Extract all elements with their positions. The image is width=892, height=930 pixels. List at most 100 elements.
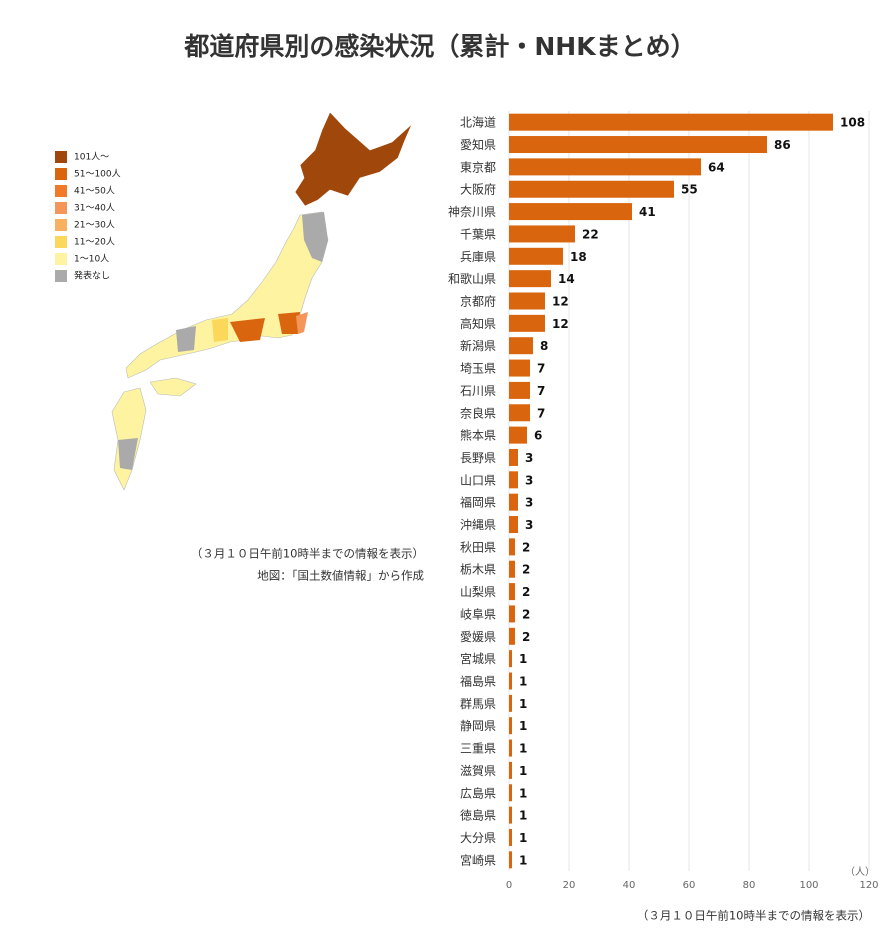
legend-label: 1～10人 [74, 254, 109, 265]
value-label: 1 [519, 742, 527, 756]
value-label: 86 [774, 138, 791, 152]
value-label: 22 [582, 227, 599, 241]
chart-title: 都道府県別の感染状況（累計・NHKまとめ） [183, 32, 695, 61]
value-label: 8 [540, 339, 548, 353]
value-label: 12 [552, 317, 569, 331]
y-tick-label: 東京都 [460, 160, 496, 174]
y-tick-label: 和歌山県 [448, 271, 496, 286]
y-tick-label: 静岡県 [460, 719, 496, 733]
y-tick-label: 山梨県 [460, 585, 496, 599]
bar [509, 292, 545, 310]
bar [509, 381, 530, 399]
x-axis-unit: （人） [845, 866, 875, 878]
value-label: 3 [525, 518, 533, 532]
y-tick-label: 高知県 [460, 316, 496, 331]
y-tick-label: 大分県 [460, 831, 496, 845]
value-label: 7 [537, 362, 545, 376]
bar [509, 650, 512, 668]
bar [509, 314, 545, 332]
tokyo [278, 312, 300, 334]
y-tick-label: 長野県 [460, 451, 496, 465]
legend-label: 21～30人 [74, 220, 115, 231]
x-tick-label: 20 [563, 880, 576, 891]
bar [509, 806, 512, 824]
value-label: 2 [522, 540, 530, 554]
y-tick-label: 熊本県 [460, 428, 496, 443]
bar [509, 493, 518, 511]
y-tick-label: 秋田県 [460, 540, 496, 554]
bar [509, 337, 533, 355]
bar [509, 672, 512, 690]
map-note: 地図：「国土数値情報」から作成 [257, 569, 424, 583]
honshu [125, 211, 329, 379]
kyushu-gray [118, 438, 138, 470]
y-tick-label: 宮崎県 [460, 852, 496, 867]
bar [509, 560, 515, 578]
value-label: 7 [537, 384, 545, 398]
y-tick-label: 愛媛県 [460, 630, 496, 644]
bar [509, 225, 575, 243]
bar [509, 627, 515, 645]
y-tick-label: 岐阜県 [460, 607, 496, 621]
bar [509, 583, 515, 601]
bar [509, 851, 512, 869]
bar [509, 828, 512, 846]
gifu [212, 318, 228, 342]
legend-label: 31～40人 [74, 203, 115, 214]
legend-label: 51～100人 [74, 169, 121, 180]
value-label: 64 [708, 160, 725, 174]
value-label: 1 [519, 853, 527, 867]
value-label: 41 [639, 205, 656, 219]
bar [509, 404, 530, 422]
legend-swatch [55, 151, 67, 163]
bar [509, 739, 512, 757]
y-tick-label: 北海道 [460, 115, 496, 130]
bar [509, 717, 512, 735]
legend-label: 101人～ [74, 152, 109, 163]
value-label: 1 [519, 831, 527, 845]
bar [509, 516, 518, 534]
legend-swatch [55, 202, 67, 214]
value-label: 6 [534, 429, 542, 443]
value-label: 2 [522, 630, 530, 644]
y-tick-label: 埼玉県 [460, 362, 496, 376]
bar [509, 113, 833, 131]
bar [509, 538, 515, 556]
y-tick-label: 三重県 [460, 742, 496, 756]
x-tick-label: 0 [506, 880, 512, 891]
y-tick-label: 兵庫県 [460, 250, 496, 264]
y-tick-label: 千葉県 [460, 227, 496, 241]
y-tick-label: 広島県 [460, 785, 496, 800]
y-tick-label: 徳島県 [460, 808, 496, 823]
legend-swatch [55, 236, 67, 248]
bar [509, 426, 527, 444]
x-tick-label: 40 [623, 880, 636, 891]
value-label: 2 [522, 607, 530, 621]
value-label: 1 [519, 675, 527, 689]
legend-label: 発表なし [74, 270, 110, 282]
map-note: （３月１０日午前10時半までの情報を表示） [191, 547, 424, 561]
y-tick-label: 大阪府 [460, 182, 496, 197]
legend-label: 11～20人 [74, 237, 115, 248]
y-tick-label: 新潟県 [460, 338, 496, 353]
chiba [296, 312, 308, 334]
y-tick-label: 栃木県 [460, 563, 496, 577]
y-tick-label: 滋賀県 [460, 764, 496, 778]
map [111, 111, 413, 491]
legend-label: 41～50人 [74, 186, 115, 197]
bar [509, 270, 551, 288]
bar [509, 471, 518, 489]
y-tick-label: 福岡県 [460, 495, 496, 510]
legend-swatch [55, 185, 67, 197]
value-label: 3 [525, 451, 533, 465]
legend-swatch [55, 168, 67, 180]
tohoku-gray [302, 212, 328, 262]
x-tick-label: 120 [859, 880, 878, 891]
value-label: 1 [519, 652, 527, 666]
x-tick-label: 80 [743, 880, 756, 891]
x-tick-label: 100 [799, 880, 818, 891]
legend-swatch [55, 219, 67, 231]
y-tick-label: 福島県 [460, 674, 496, 689]
bar [509, 136, 767, 154]
